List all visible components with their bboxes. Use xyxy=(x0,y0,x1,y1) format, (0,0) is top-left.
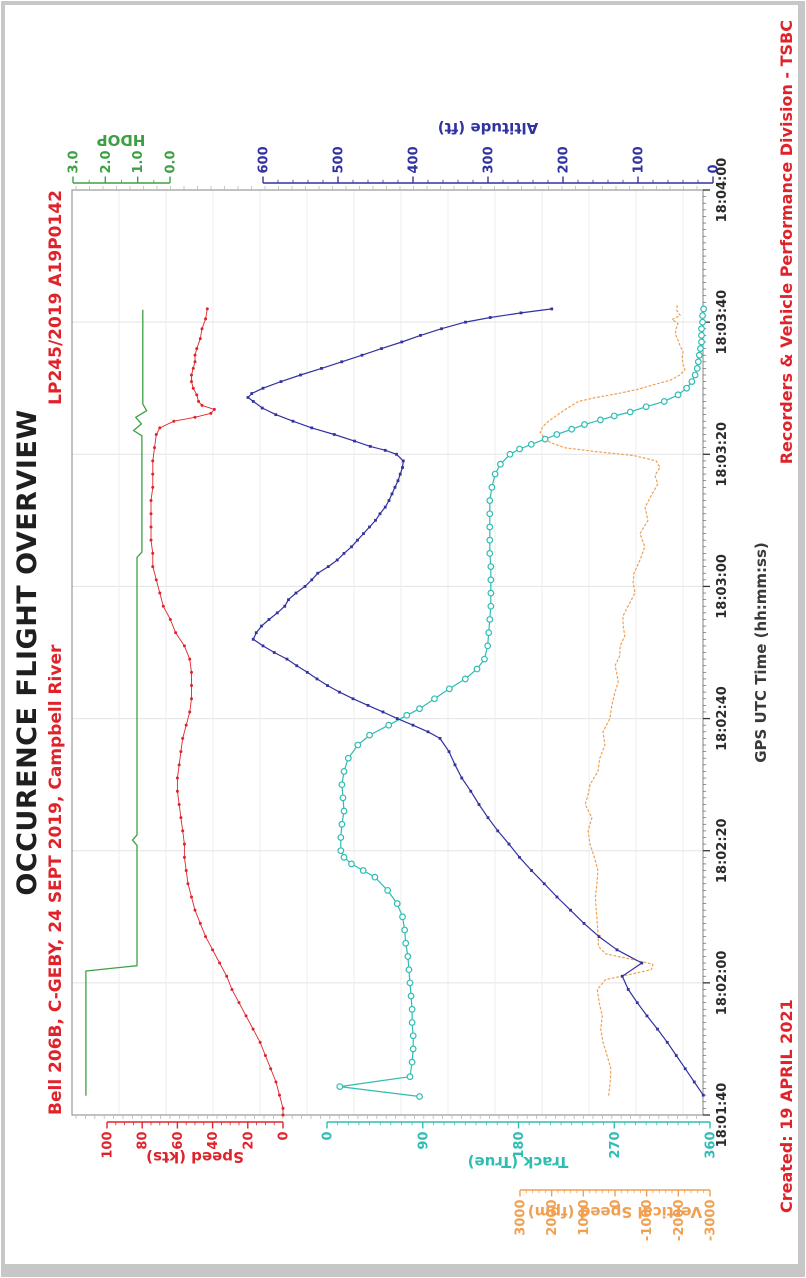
svg-text:20: 20 xyxy=(241,1132,256,1150)
svg-text:3000: 3000 xyxy=(513,1200,528,1236)
svg-text:100: 100 xyxy=(101,1132,116,1159)
y-label-track: Track (True) xyxy=(467,1153,569,1171)
svg-text:90: 90 xyxy=(416,1132,431,1150)
svg-text:18:03:40: 18:03:40 xyxy=(715,290,730,355)
svg-text:2000: 2000 xyxy=(545,1200,560,1236)
svg-text:-3000: -3000 xyxy=(704,1200,719,1242)
svg-text:18:04:00: 18:04:00 xyxy=(715,158,730,223)
svg-text:18:02:40: 18:02:40 xyxy=(715,686,730,751)
svg-text:18:02:20: 18:02:20 xyxy=(715,818,730,883)
svg-text:80: 80 xyxy=(136,1132,151,1150)
svg-text:300: 300 xyxy=(482,146,497,173)
svg-text:40: 40 xyxy=(206,1132,221,1150)
x-axis-label: GPS UTC Time (hh:mm:ss) xyxy=(752,542,770,763)
svg-text:400: 400 xyxy=(407,146,422,173)
svg-text:500: 500 xyxy=(332,146,347,173)
svg-text:0: 0 xyxy=(277,1132,292,1141)
y-label-altitude: Altitude (ft) xyxy=(437,119,539,137)
svg-text:18:01:40: 18:01:40 xyxy=(715,1083,730,1148)
svg-text:18:03:20: 18:03:20 xyxy=(715,422,730,487)
footer-division: Recorders & Vehicle Performance Division… xyxy=(777,20,796,465)
subtitle-occurrence: LP245/2019 A19P0142 xyxy=(46,190,66,405)
y-label-hdop: HDOP xyxy=(96,131,146,149)
svg-text:-2000: -2000 xyxy=(672,1200,687,1242)
svg-text:60: 60 xyxy=(171,1132,186,1150)
svg-text:-1000: -1000 xyxy=(640,1200,655,1242)
svg-text:600: 600 xyxy=(257,146,272,173)
y-label-speed: Speed (kts) xyxy=(146,1148,244,1166)
chart-title: OCCURENCE FLIGHT OVERVIEW xyxy=(12,409,43,896)
y-label-vertical-speed: Vertical Speed (fpm) xyxy=(527,1203,703,1221)
svg-text:100: 100 xyxy=(632,146,647,173)
svg-text:18:02:00: 18:02:00 xyxy=(715,951,730,1016)
svg-text:0: 0 xyxy=(321,1132,336,1141)
svg-text:0: 0 xyxy=(707,164,722,173)
svg-text:2.0: 2.0 xyxy=(99,150,114,173)
svg-text:360: 360 xyxy=(704,1132,719,1159)
svg-text:3.0: 3.0 xyxy=(67,150,82,173)
svg-text:1000: 1000 xyxy=(577,1200,592,1236)
svg-text:18:03:00: 18:03:00 xyxy=(715,554,730,619)
svg-text:270: 270 xyxy=(608,1132,623,1159)
svg-text:1.0: 1.0 xyxy=(131,150,146,173)
svg-text:0.0: 0.0 xyxy=(164,150,179,173)
svg-text:200: 200 xyxy=(557,146,572,173)
svg-text:180: 180 xyxy=(512,1132,527,1159)
svg-text:0: 0 xyxy=(609,1200,624,1209)
